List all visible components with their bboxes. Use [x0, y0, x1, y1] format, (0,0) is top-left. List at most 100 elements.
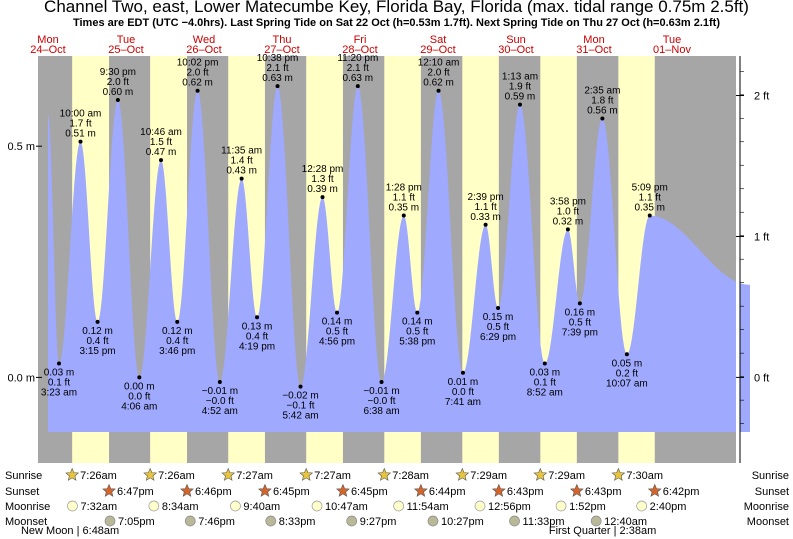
day-labels: Mon24–OctTue25–OctWed26–OctThu27–OctFri2…	[30, 34, 691, 56]
astro-row-label-right: Moonrise	[744, 501, 789, 513]
tide-time-label: 5:09 pm	[632, 183, 668, 194]
tide-time-label: 2:39 pm	[468, 192, 504, 203]
tide-ft-label: 0.1 ft	[48, 378, 70, 389]
day-name-label: Tue	[117, 34, 136, 46]
tide-ft-label: −0.1 ft	[286, 401, 314, 412]
tide-m-label: 0.60 m	[103, 87, 134, 98]
astro-row-label-right: Sunrise	[752, 470, 789, 482]
axes: 0.0 m 0.5 m 0 ft 1 ft 2 ft	[7, 56, 769, 463]
tide-time-label: 7:39 pm	[562, 327, 598, 338]
tide-time-label: 1:13 am	[502, 72, 538, 83]
astro-row-label-left: Sunset	[5, 486, 39, 498]
sunset-icon	[413, 483, 428, 497]
tide-m-label: 0.35 m	[388, 203, 419, 214]
moonrise-icon	[311, 500, 323, 512]
tide-m-label: 0.63 m	[343, 73, 374, 84]
tide-ft-label: 0.5 ft	[406, 327, 428, 338]
sunrise-icon	[533, 467, 548, 481]
tide-time-label: 3:46 pm	[159, 346, 195, 357]
day-name-label: Thu	[273, 34, 292, 46]
tide-point	[379, 380, 384, 385]
astro-row-label-left: Sunrise	[5, 470, 42, 482]
tide-point	[517, 102, 522, 107]
chart-title: Channel Two, east, Lower Matecumbe Key, …	[44, 0, 749, 16]
tide-time-label: 7:41 am	[445, 397, 481, 408]
tide-time-label: 3:23 am	[41, 388, 77, 399]
tide-m-label: 0.63 m	[262, 73, 293, 84]
tide-time-label: 10:07 am	[606, 378, 648, 389]
day-date-label: 29–Oct	[420, 44, 455, 56]
moonset-icon	[346, 515, 358, 527]
tide-point	[401, 213, 406, 218]
sunset-time: 6:45pm	[273, 486, 310, 498]
tide-ft-label: 1.7 ft	[69, 119, 91, 130]
sunrise-time: 7:26am	[158, 470, 195, 482]
tide-time-label: 11:20 pm	[337, 53, 378, 64]
tide-extremes: 0.03 m0.1 ft3:23 am 10:00 am1.7 ft0.51 m 0…	[41, 53, 668, 422]
moonrise-time: 12:56pm	[488, 501, 531, 513]
tide-point	[624, 352, 629, 357]
tide-ft-label: 0.0 ft	[452, 387, 474, 398]
tide-time-label: 4:06 am	[121, 401, 157, 412]
moonset-time: 11:33pm	[523, 516, 565, 528]
moonset-time: 7:05pm	[118, 516, 155, 528]
tide-point	[496, 306, 501, 311]
tide-m-label: −0.01 m	[363, 386, 399, 397]
sunset-icon	[569, 483, 584, 497]
sunset-time: 6:46pm	[195, 486, 232, 498]
tide-m-label: 0.14 m	[322, 317, 353, 328]
tide-point	[275, 84, 280, 89]
sunrise-icon	[299, 467, 314, 481]
day-name-label: Fri	[354, 34, 367, 46]
tide-m-label: 0.62 m	[423, 78, 454, 89]
sunrise-icon	[65, 467, 80, 481]
plot-right-margin	[736, 56, 740, 463]
tide-m-label: 0.56 m	[587, 105, 618, 116]
tide-m-label: 0.13 m	[242, 321, 273, 332]
chart-subtitle: Times are EDT (UTC −4.0hrs). Last Spring…	[72, 17, 721, 29]
tide-m-label: 0.12 m	[162, 326, 193, 337]
tide-ft-label: 2.1 ft	[347, 63, 369, 74]
tide-m-label: 0.03 m	[44, 368, 75, 379]
tide-ft-label: 1.9 ft	[509, 82, 531, 93]
moonset-icon	[427, 515, 439, 527]
tide-m-label: 0.51 m	[65, 129, 96, 140]
tide-ft-label: 1.1 ft	[639, 193, 661, 204]
day-name-label: Tue	[663, 34, 682, 46]
day-date-label: 01–Nov	[653, 44, 691, 56]
moonset-icon	[590, 515, 602, 527]
tide-ft-label: 0.4 ft	[86, 336, 108, 347]
right-axis-tick-label: 1 ft	[754, 231, 769, 243]
sunrise-time: 7:27am	[236, 470, 273, 482]
moonrise-time: 9:40am	[243, 501, 280, 513]
tide-time-label: 4:19 pm	[239, 341, 275, 352]
tide-ft-label: −0.0 ft	[206, 396, 234, 407]
tide-m-label: 0.05 m	[612, 358, 643, 369]
tide-ft-label: 0.0 ft	[128, 391, 150, 402]
tide-ft-label: 0.5 ft	[487, 322, 509, 333]
tide-time-label: 6:29 pm	[480, 332, 516, 343]
tide-ft-label: 1.8 ft	[591, 95, 613, 106]
day-date-label: 26–Oct	[186, 44, 221, 56]
tide-m-label: 0.35 m	[634, 203, 665, 214]
moon-phase-label: New Moon | 6:48am	[21, 525, 119, 537]
right-axis-tick-label: 2 ft	[754, 91, 769, 103]
tide-point	[647, 213, 652, 218]
moonset-icon	[104, 515, 116, 527]
tide-point	[255, 315, 260, 320]
moonset-time: 12:40am	[604, 516, 647, 528]
sunset-time: 6:44pm	[429, 486, 466, 498]
tide-point	[565, 227, 570, 232]
astro-row-label-left: Moonrise	[5, 501, 50, 513]
tide-point	[195, 88, 200, 93]
moonrise-icon	[230, 500, 241, 512]
tide-m-label: 0.00 m	[124, 381, 155, 392]
day-date-label: 31–Oct	[576, 44, 611, 56]
tide-time-label: 10:00 am	[60, 109, 102, 120]
tide-time-label: 5:42 am	[282, 411, 318, 422]
right-axis-tick-label: 0 ft	[754, 372, 769, 384]
tide-m-label: 0.33 m	[470, 212, 501, 223]
day-date-label: 30–Oct	[498, 44, 533, 56]
day-name-label: Sun	[506, 34, 526, 46]
sunrise-time: 7:30am	[626, 470, 663, 482]
